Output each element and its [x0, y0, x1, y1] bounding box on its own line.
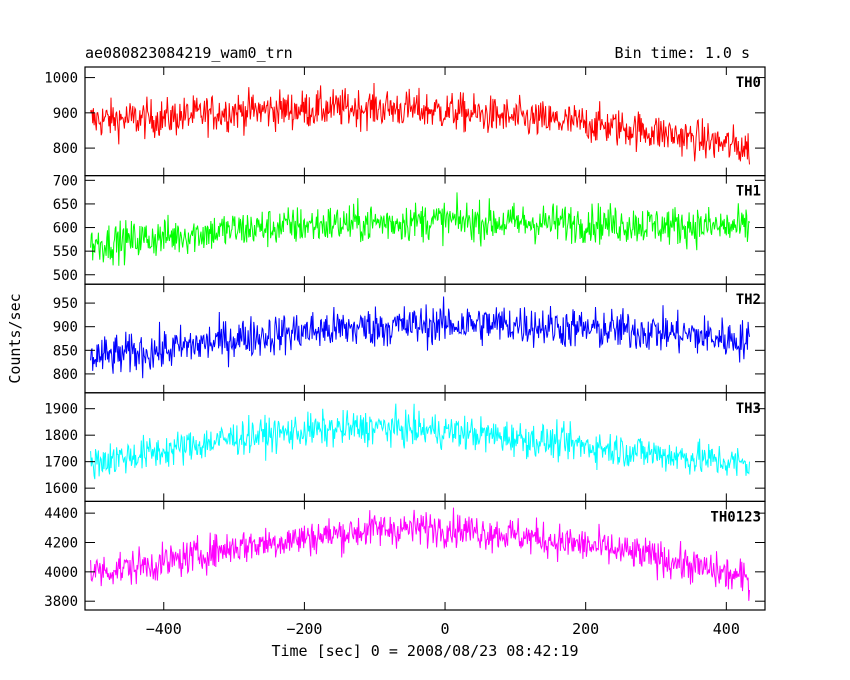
y-tick-label-th1: 600 — [53, 221, 78, 237]
y-tick-label-th3: 1800 — [44, 428, 78, 444]
y-tick-label-th3: 1900 — [44, 402, 78, 418]
chart-title: ae080823084219_wam0_trn — [85, 44, 293, 62]
panel-frame-th2 — [84, 283, 766, 394]
y-tick-label-th2: 850 — [53, 343, 78, 359]
y-tick-label-th0: 900 — [53, 106, 78, 122]
series-line-th0123 — [90, 507, 750, 601]
y-tick-label-th2: 800 — [53, 367, 78, 383]
y-tick-label-th0: 800 — [53, 141, 78, 157]
y-axis-label: Counts/sec — [6, 293, 24, 383]
y-tick-label-th0123: 3800 — [44, 594, 78, 610]
panel-label-th0123: TH0123 — [710, 509, 761, 525]
y-tick-label-th1: 550 — [53, 244, 78, 260]
panel-frame-th0123 — [84, 500, 766, 611]
series-line-th1 — [90, 192, 750, 266]
x-tick-label: −400 — [146, 620, 182, 638]
y-tick-label-th1: 700 — [53, 173, 78, 189]
panel-label-th1: TH1 — [736, 184, 761, 200]
panel-frame-th3 — [84, 392, 766, 502]
bin-time-label: Bin time: 1.0 s — [614, 44, 750, 62]
y-tick-label-th0: 1000 — [44, 71, 78, 87]
y-tick-label-th0123: 4000 — [44, 565, 78, 581]
x-axis-label: Time [sec] 0 = 2008/08/23 08:42:19 — [271, 642, 578, 660]
y-tick-label-th1: 650 — [53, 197, 78, 213]
y-tick-label-th3: 1700 — [44, 455, 78, 471]
x-tick-label: 400 — [713, 620, 740, 638]
y-tick-label-th2: 900 — [53, 320, 78, 336]
x-tick-label: 0 — [441, 620, 450, 638]
x-tick-label: 200 — [572, 620, 599, 638]
panel-label-th3: TH3 — [736, 401, 761, 417]
panel-label-th2: TH2 — [736, 292, 761, 308]
y-tick-label-th2: 950 — [53, 296, 78, 312]
series-line-th2 — [90, 296, 750, 379]
x-tick-label: −200 — [286, 620, 322, 638]
y-tick-label-th1: 500 — [53, 268, 78, 284]
series-line-th0 — [90, 82, 750, 165]
series-line-th3 — [90, 403, 750, 480]
y-tick-label-th0123: 4200 — [44, 535, 78, 551]
y-tick-label-th0123: 4400 — [44, 506, 78, 522]
y-tick-label-th3: 1600 — [44, 481, 78, 497]
panel-label-th0: TH0 — [736, 75, 761, 91]
